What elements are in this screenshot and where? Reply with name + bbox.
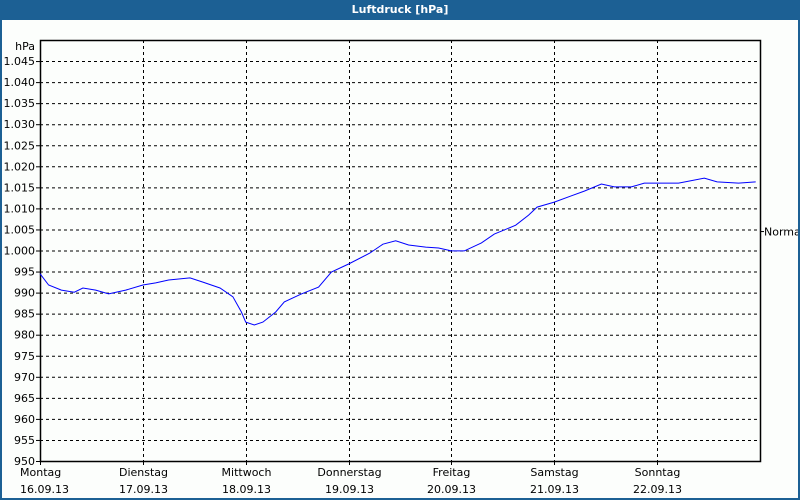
x-tick-day: Dienstag [119,466,168,479]
y-tick-label: 955 [14,434,35,447]
pressure-line [39,177,756,326]
x-tick-day: Donnerstag [317,466,381,479]
y-tick-label: 1.040 [4,76,36,89]
x-tick-day: Mittwoch [222,466,272,479]
y-tick-label: 965 [14,392,35,405]
x-tick-date: 21.09.13 [530,483,579,496]
y-tick-label: 1.000 [4,245,36,258]
y-tick-label: 995 [14,266,35,279]
x-tick-day: Samstag [530,466,578,479]
y-tick-label: 1.005 [4,223,36,236]
x-tick-day: Freitag [433,466,471,479]
y-tick-label: 950 [14,455,35,468]
x-tick-date: 19.09.13 [325,483,374,496]
y-tick-label: 975 [14,350,35,363]
reference-label: Normal [764,226,798,239]
x-tick-date: 22.09.13 [633,483,682,496]
pressure-chart: 950 955 960 965 970 975 980 985 990 995 1.000 1.005… [4,39,798,496]
x-tick-day: Montag [20,466,61,479]
y-tick-label: 1.035 [4,97,36,110]
y-tick-label: 1.045 [4,55,36,68]
y-tick-label: 985 [14,308,35,321]
y-tick-label: 960 [14,413,35,426]
y-axis-label: hPa [15,40,35,53]
plot-frame [39,39,762,463]
y-tick-label: 970 [14,371,35,384]
x-tick-date: 16.09.13 [20,483,69,496]
y-tick-label: 1.015 [4,181,36,194]
chart-area: 950 955 960 965 970 975 980 985 990 995 1.000 1.005… [2,20,798,498]
y-tick-label: 1.030 [4,118,36,131]
y-tick-label: 980 [14,329,35,342]
y-tick-label: 990 [14,287,35,300]
x-tick-date: 18.09.13 [222,483,271,496]
x-tick-date: 17.09.13 [119,483,168,496]
y-tick-label: 1.020 [4,160,36,173]
window-title: Luftdruck [hPa] [351,3,449,16]
x-tick-date: 20.09.13 [427,483,476,496]
x-tick-day: Sonntag [635,466,681,479]
y-tick-label: 1.010 [4,202,36,215]
y-tick-label: 1.025 [4,139,36,152]
